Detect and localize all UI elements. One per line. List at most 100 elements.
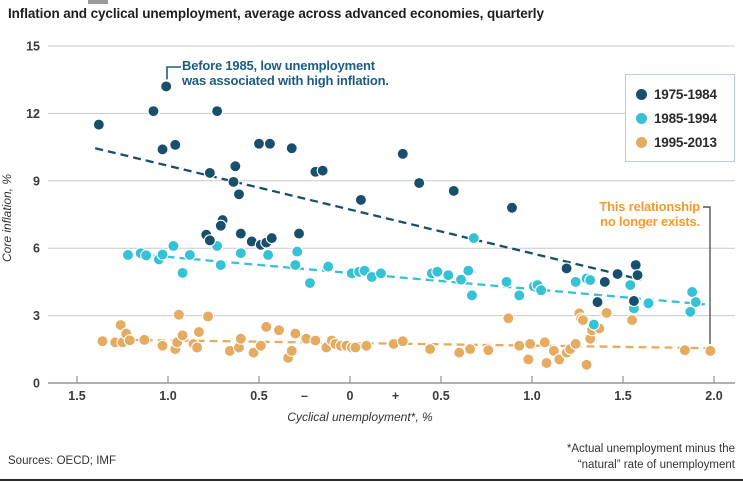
data-point-1975-1984 — [211, 105, 224, 118]
data-point-1985-1994 — [176, 266, 189, 279]
data-point-1995-2013 — [349, 341, 362, 354]
data-point-1985-1994 — [454, 273, 468, 286]
x-tick-label: 0.5 — [432, 389, 449, 403]
data-point-1985-1994 — [214, 258, 227, 272]
data-point-1985-1994 — [431, 265, 444, 278]
trend-line-1975-1984 — [94, 147, 642, 281]
y-tick-label: 15 — [26, 39, 40, 53]
data-point-1975-1984 — [447, 184, 460, 197]
legend-item-1995-2013: 1995-2013 — [636, 130, 726, 154]
data-point-1995-2013 — [678, 344, 691, 357]
data-point-1975-1984 — [629, 258, 642, 272]
data-point-1985-1994 — [465, 289, 478, 302]
legend-box: 1975-1984 1985-1994 1995-2013 — [625, 74, 735, 162]
annotation-line: no longer exists. — [600, 214, 700, 229]
data-point-1975-1984 — [227, 175, 240, 188]
annotation-line: This relationship — [599, 199, 700, 214]
data-point-1995-2013 — [289, 327, 302, 340]
data-point-1975-1984 — [203, 234, 216, 247]
data-point-1985-1994 — [156, 248, 169, 261]
data-point-1975-1984 — [263, 137, 276, 150]
data-point-1975-1984 — [631, 269, 644, 282]
data-point-1995-2013 — [247, 346, 260, 359]
data-point-1975-1984 — [214, 219, 227, 232]
data-point-1985-1994 — [686, 285, 699, 299]
data-point-1985-1994 — [322, 260, 335, 273]
data-point-1975-1984 — [234, 227, 247, 240]
y-tick-label: 12 — [26, 107, 40, 121]
legend-dot-1995-2013 — [636, 136, 647, 148]
footnote-text: *Actual unemployment minus the “natural”… — [475, 441, 735, 473]
data-point-1975-1984 — [147, 105, 160, 118]
data-point-1985-1994 — [467, 232, 480, 245]
data-point-1995-2013 — [538, 336, 551, 349]
data-point-1975-1984 — [285, 142, 298, 155]
data-point-1995-2013 — [123, 334, 136, 347]
data-point-1985-1994 — [442, 269, 455, 282]
data-point-1975-1984 — [232, 188, 246, 201]
data-point-1975-1984 — [160, 80, 173, 93]
data-point-1995-2013 — [540, 356, 553, 370]
annotation-connector-blue — [166, 66, 181, 80]
data-point-1975-1984 — [560, 262, 573, 275]
legend-dot-1985-1994 — [636, 112, 647, 124]
data-point-1975-1984 — [203, 166, 216, 179]
data-point-1975-1984 — [413, 176, 426, 190]
bottom-rule — [0, 479, 743, 481]
x-tick-label: 0 — [347, 389, 354, 403]
data-point-1985-1994 — [140, 249, 153, 262]
data-point-1995-2013 — [453, 346, 466, 359]
data-point-1975-1984 — [292, 227, 306, 240]
data-point-1995-2013 — [576, 314, 590, 327]
data-point-1975-1984 — [252, 137, 266, 150]
data-point-1985-1994 — [303, 276, 317, 290]
data-point-1985-1994 — [289, 258, 302, 272]
data-point-1995-2013 — [191, 341, 204, 354]
y-tick-label: 6 — [33, 242, 40, 256]
legend-label: 1995-2013 — [654, 134, 717, 150]
annotation-connector-gray — [703, 206, 711, 345]
x-tick-label: + — [392, 389, 399, 403]
data-point-1985-1994 — [500, 275, 513, 288]
legend-label: 1985-1994 — [654, 110, 717, 126]
data-point-1975-1984 — [611, 267, 624, 281]
x-tick-label: – — [301, 389, 308, 403]
data-point-1995-2013 — [176, 329, 189, 342]
data-point-1995-2013 — [114, 318, 127, 332]
annotation-no-longer-exists: This relationship no longer exists. — [586, 199, 700, 229]
data-point-1985-1994 — [291, 245, 304, 258]
data-point-1995-2013 — [201, 310, 215, 323]
data-point-1985-1994 — [234, 247, 247, 260]
y-tick-label: 0 — [33, 377, 40, 391]
data-point-1975-1984 — [229, 160, 242, 173]
screenshot-artifact-mark — [88, 0, 108, 4]
data-point-1985-1994 — [689, 296, 702, 309]
legend-dot-1975-1984 — [636, 88, 647, 100]
data-point-1995-2013 — [704, 344, 717, 357]
data-point-1985-1994 — [535, 284, 548, 297]
data-point-1985-1994 — [462, 264, 475, 277]
data-point-1995-2013 — [464, 343, 477, 356]
x-axis-title: Cyclical unemployment*, % — [287, 410, 433, 424]
chart-title: Inflation and cyclical unemployment, ave… — [8, 6, 544, 21]
annotation-before-1985: Before 1985, low unemployment was associ… — [182, 58, 422, 88]
data-point-1975-1984 — [627, 294, 640, 308]
data-point-1975-1984 — [265, 232, 278, 245]
data-point-1995-2013 — [234, 332, 247, 345]
data-point-1985-1994 — [374, 267, 387, 280]
data-point-1985-1994 — [183, 248, 196, 261]
data-point-1975-1984 — [354, 193, 367, 206]
trend-line-1995-2013 — [131, 338, 711, 350]
data-point-1995-2013 — [513, 339, 526, 352]
data-point-1975-1984 — [396, 147, 409, 160]
data-point-1985-1994 — [569, 275, 582, 288]
sources-text: Sources: OECD; IMF — [8, 455, 116, 467]
data-point-1995-2013 — [626, 314, 639, 327]
x-tick-label: 0.5 — [250, 389, 267, 403]
data-point-1975-1984 — [156, 143, 169, 156]
data-point-1995-2013 — [600, 306, 613, 319]
data-point-1975-1984 — [92, 118, 105, 131]
data-point-1975-1984 — [591, 296, 604, 309]
y-tick-label: 9 — [33, 174, 40, 188]
